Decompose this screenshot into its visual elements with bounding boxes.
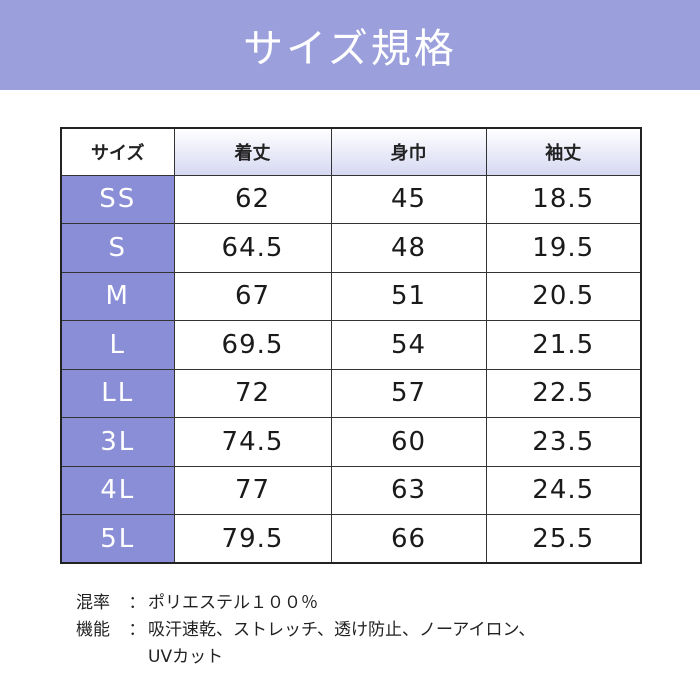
sleeve-cell: 21.5: [485, 320, 642, 370]
length-cell: 69.5: [173, 320, 332, 370]
width-cell: 45: [330, 174, 487, 224]
function-label: 機能: [76, 620, 110, 640]
title-banner: サイズ規格: [0, 0, 700, 90]
table-row: S 64.5 48 19.5: [60, 223, 642, 273]
header-sleeve: 袖丈: [485, 127, 642, 176]
width-cell: 66: [330, 514, 487, 564]
size-chart-table: サイズ 着丈 身巾 袖丈 SS 62 45 18.5 S 64.5 48 19.…: [60, 127, 642, 564]
sleeve-cell: 23.5: [485, 417, 642, 467]
material-value: ポリエステル１００％: [148, 593, 318, 613]
header-length: 着丈: [173, 127, 332, 176]
width-cell: 60: [330, 417, 487, 467]
table-row: M 67 51 20.5: [60, 271, 642, 321]
length-cell: 77: [173, 465, 332, 515]
width-cell: 57: [330, 368, 487, 418]
sleeve-cell: 25.5: [485, 514, 642, 564]
note-separator: ：: [128, 593, 146, 613]
size-label: 4L: [60, 465, 175, 515]
size-label: LL: [60, 368, 175, 418]
sleeve-cell: 24.5: [485, 465, 642, 515]
size-label: L: [60, 320, 175, 370]
length-cell: 67: [173, 271, 332, 321]
table-row: 4L 77 63 24.5: [60, 465, 642, 515]
table-row: 3L 74.5 60 23.5: [60, 417, 642, 467]
table-row: SS 62 45 18.5: [60, 174, 642, 224]
table-row: LL 72 57 22.5: [60, 368, 642, 418]
note-separator: ：: [128, 620, 146, 640]
length-cell: 79.5: [173, 514, 332, 564]
size-label: S: [60, 223, 175, 273]
material-label: 混率: [76, 593, 110, 613]
page-title: サイズ規格: [243, 26, 457, 72]
table-row: 5L 79.5 66 25.5: [60, 514, 642, 564]
width-cell: 51: [330, 271, 487, 321]
length-cell: 64.5: [173, 223, 332, 273]
size-label: M: [60, 271, 175, 321]
size-label: 5L: [60, 514, 175, 564]
length-cell: 72: [173, 368, 332, 418]
length-cell: 62: [173, 174, 332, 224]
width-cell: 48: [330, 223, 487, 273]
material-note: 混率 ： ポリエステル１００％: [76, 590, 676, 617]
length-cell: 74.5: [173, 417, 332, 467]
function-value-line2: UVカット: [148, 647, 224, 667]
size-label: SS: [60, 174, 175, 224]
size-label: 3L: [60, 417, 175, 467]
function-value-line1: 吸汗速乾、ストレッチ、透け防止、ノーアイロン、: [148, 620, 536, 640]
width-cell: 63: [330, 465, 487, 515]
sleeve-cell: 18.5: [485, 174, 642, 224]
table-header-row: サイズ 着丈 身巾 袖丈: [60, 127, 642, 176]
sleeve-cell: 19.5: [485, 223, 642, 273]
width-cell: 54: [330, 320, 487, 370]
product-notes: 混率 ： ポリエステル１００％ 機能 ： 吸汗速乾、ストレッチ、透け防止、ノーア…: [76, 590, 676, 671]
sleeve-cell: 20.5: [485, 271, 642, 321]
function-value: 吸汗速乾、ストレッチ、透け防止、ノーアイロン、 UVカット: [148, 617, 676, 671]
header-width: 身巾: [330, 127, 487, 176]
table-row: L 69.5 54 21.5: [60, 320, 642, 370]
function-note: 機能 ： 吸汗速乾、ストレッチ、透け防止、ノーアイロン、 UVカット: [76, 617, 676, 671]
sleeve-cell: 22.5: [485, 368, 642, 418]
header-size: サイズ: [60, 127, 175, 176]
